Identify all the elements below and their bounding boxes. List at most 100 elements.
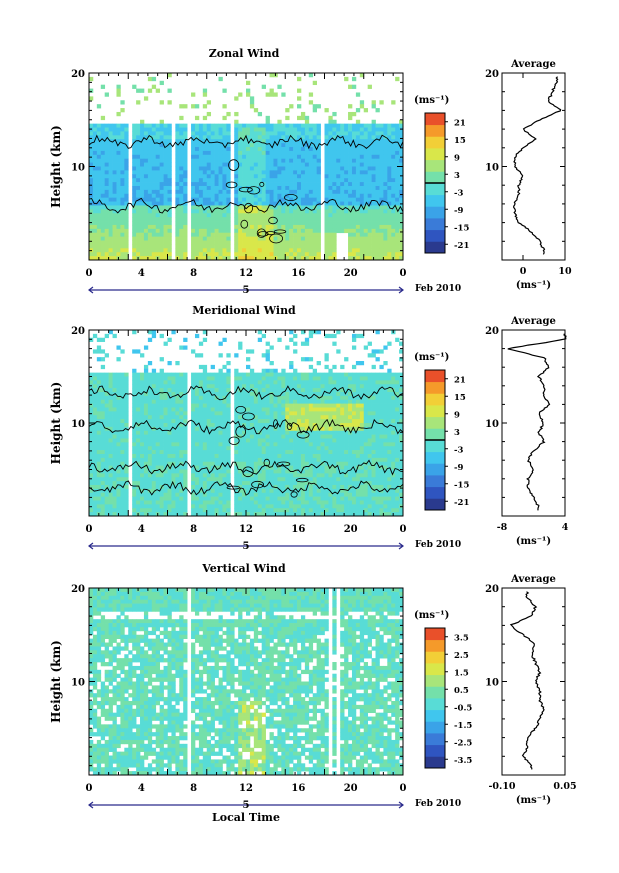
heatmap-cell — [191, 438, 196, 443]
heatmap-cell — [297, 446, 302, 451]
heatmap-cell — [191, 384, 196, 389]
heatmap-cell — [218, 76, 223, 82]
heatmap-cell — [175, 123, 180, 128]
heatmap-cell — [218, 166, 223, 171]
heatmap-cell — [316, 217, 321, 222]
heatmap-cell — [120, 178, 125, 183]
heatmap-cell — [210, 182, 215, 187]
heatmap-cell — [120, 442, 125, 447]
heatmap-cell — [132, 232, 137, 237]
heatmap-cell — [120, 430, 125, 435]
heatmap-cell — [238, 213, 243, 218]
heatmap-cell — [218, 341, 223, 346]
heatmap-cell — [143, 240, 149, 245]
heatmap-cell — [210, 457, 215, 463]
heatmap-cell — [285, 256, 290, 261]
heatmap-cell — [348, 450, 353, 455]
heatmap-cell — [297, 213, 302, 218]
heatmap-cell — [273, 399, 278, 404]
heatmap-cell — [116, 434, 121, 439]
heatmap-cell — [253, 205, 259, 210]
heatmap-cell — [355, 438, 361, 443]
heatmap-cell — [167, 236, 172, 241]
heatmap-cell — [143, 189, 149, 195]
heatmap-cell — [304, 434, 310, 439]
heatmap-cell — [265, 430, 270, 435]
colorbar-swatch — [425, 183, 445, 196]
heatmap-cell — [355, 217, 361, 222]
heatmap-cell — [140, 217, 145, 222]
heatmap-cell — [183, 415, 188, 420]
heatmap-cell — [379, 454, 384, 459]
heatmap-cell — [120, 150, 125, 156]
heatmap-cell — [375, 438, 380, 443]
heatmap-cell — [304, 244, 310, 249]
heatmap-cell — [226, 423, 231, 428]
contour-line — [88, 197, 404, 214]
heatmap-cell — [379, 240, 384, 245]
heatmap-cell — [253, 228, 259, 234]
heatmap-cell — [395, 127, 400, 132]
heatmap-cell — [371, 392, 376, 397]
heatmap-cell — [159, 170, 164, 175]
heatmap-cell — [202, 217, 208, 222]
heatmap-cell — [222, 337, 227, 342]
heatmap-cell — [324, 457, 329, 463]
heatmap-cell — [104, 221, 109, 226]
heatmap-cell — [183, 434, 188, 439]
heatmap-cell — [308, 170, 314, 175]
heatmap-cell — [359, 221, 365, 226]
heatmap-cell — [297, 434, 302, 439]
heatmap-cell — [257, 244, 263, 249]
heatmap-cell — [391, 201, 396, 206]
heatmap-cell — [96, 127, 102, 132]
heatmap-cell — [132, 407, 137, 412]
heatmap-cell — [100, 232, 106, 237]
heatmap-cell — [179, 252, 184, 257]
heatmap-cell — [89, 174, 94, 179]
heatmap-cell — [194, 244, 200, 249]
heatmap-cell — [253, 162, 259, 167]
heatmap-cell — [387, 213, 392, 218]
heatmap-cell — [395, 123, 400, 128]
heatmap-cell — [167, 158, 172, 163]
heatmap-cell — [222, 182, 227, 187]
heatmap-cell — [328, 252, 333, 257]
heatmap-cell — [399, 213, 404, 218]
heatmap-cell — [379, 170, 384, 175]
heatmap-cell — [265, 127, 270, 132]
heatmap-cell — [348, 224, 353, 230]
heatmap-cell — [96, 131, 102, 136]
heatmap-cell — [297, 252, 302, 257]
heatmap-cell — [332, 465, 337, 470]
heatmap-cell — [218, 434, 223, 439]
heatmap-cell — [316, 221, 321, 226]
heatmap-cell — [238, 178, 243, 183]
heatmap-cell — [351, 419, 357, 424]
heatmap-cell — [242, 419, 247, 424]
heatmap-cell — [104, 197, 109, 202]
heatmap-cell — [304, 221, 310, 226]
heatmap-cell — [316, 240, 321, 245]
heatmap-cell — [387, 232, 392, 237]
heatmap-cell — [312, 201, 317, 206]
heatmap-cell — [324, 426, 329, 432]
heatmap-cell — [112, 193, 117, 199]
heatmap-cell — [136, 457, 141, 463]
heatmap-cell — [300, 395, 306, 401]
heatmap-cell — [273, 457, 278, 463]
heatmap-cell — [344, 411, 349, 416]
heatmap-cell — [391, 193, 396, 199]
heatmap-cell — [328, 388, 333, 393]
heatmap-cell — [340, 162, 345, 167]
heatmap-cell — [348, 457, 353, 463]
heatmap-cell — [289, 221, 294, 226]
heatmap-cell — [159, 217, 164, 222]
heatmap-cell — [112, 209, 117, 214]
profile-x-tick-label: 10 — [558, 266, 572, 277]
heatmap-cell — [261, 185, 266, 191]
heatmap-cell — [140, 411, 145, 416]
contour-line — [88, 134, 404, 151]
heatmap-cell — [304, 248, 310, 253]
heatmap-cell — [120, 403, 125, 408]
